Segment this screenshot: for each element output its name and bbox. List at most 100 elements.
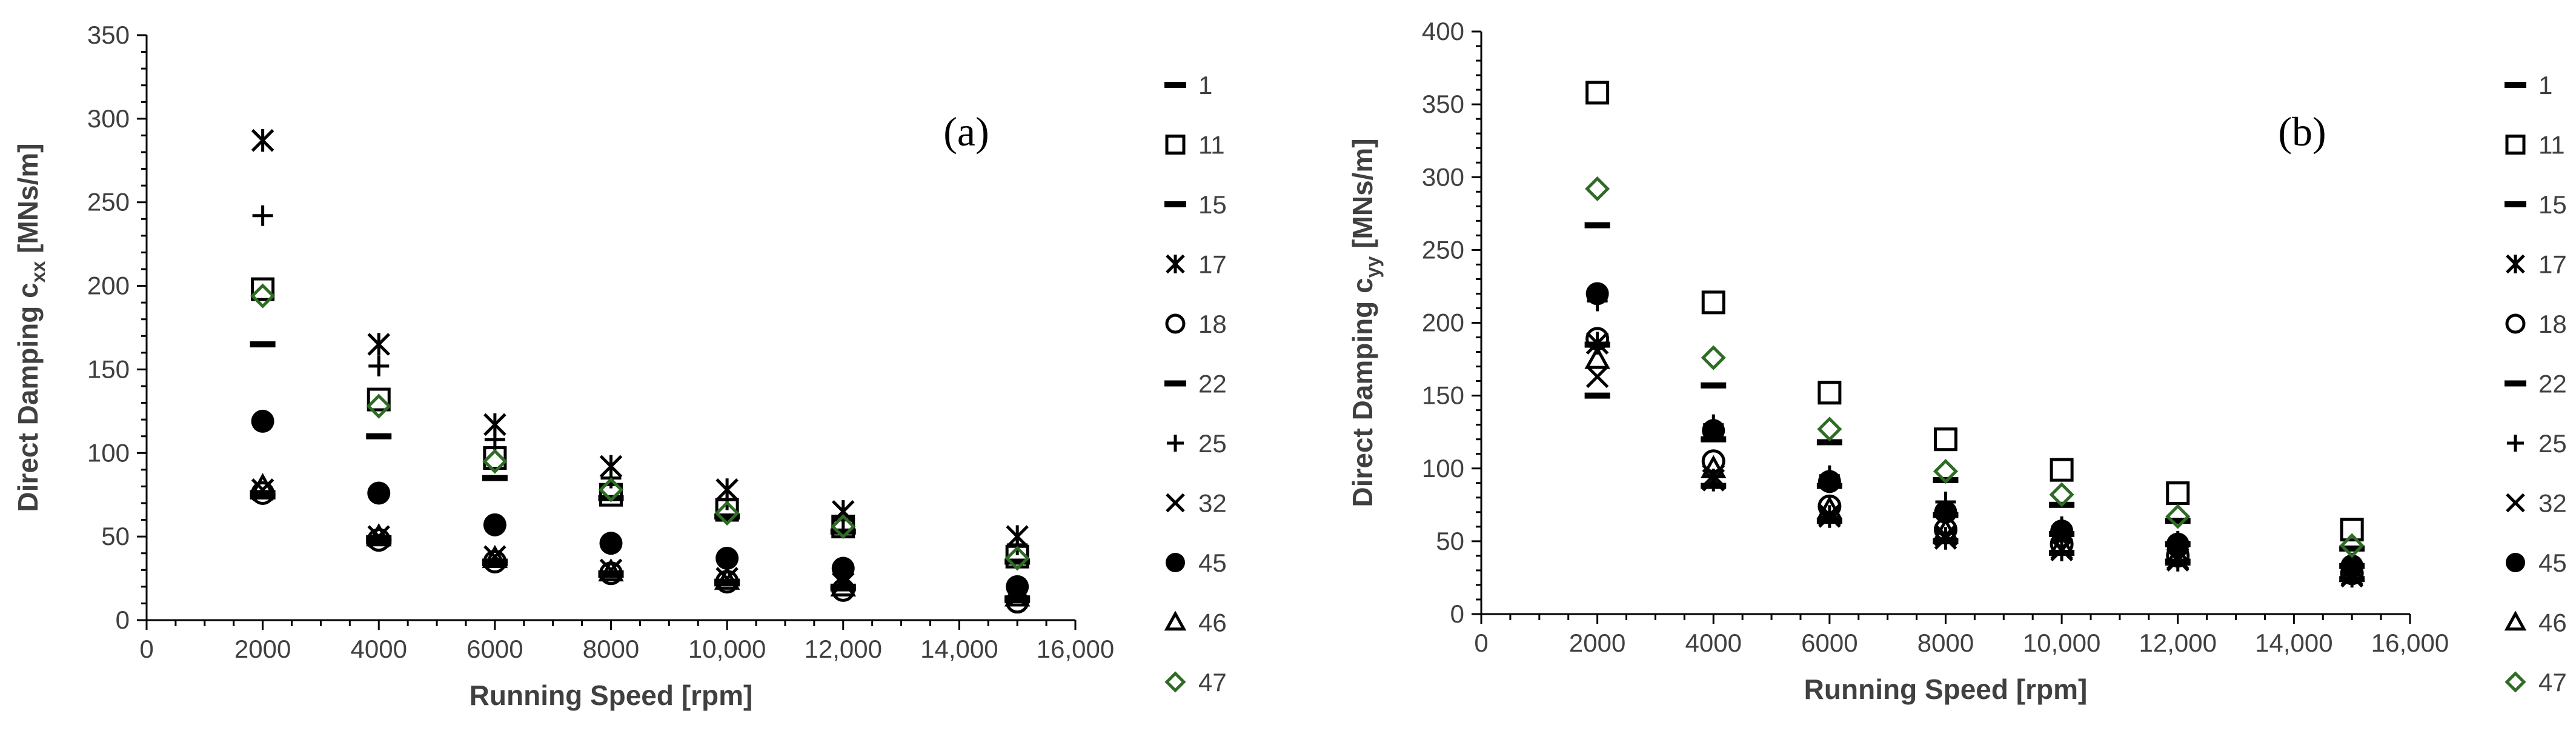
data-point xyxy=(367,481,391,505)
data-point xyxy=(1934,524,1957,547)
data-point xyxy=(1934,500,1957,524)
y-tick-label: 100 xyxy=(1422,454,1464,483)
data-point xyxy=(1817,416,1842,442)
series-17 xyxy=(251,129,1029,548)
legend-marker xyxy=(2505,380,2526,387)
legend-marker xyxy=(2505,671,2526,693)
series-15 xyxy=(1584,222,2365,552)
y-tick-label: 100 xyxy=(87,438,130,467)
x-tick-label: 14,000 xyxy=(920,635,998,663)
data-point xyxy=(2165,558,2191,565)
data-point xyxy=(1585,176,1610,202)
legend-marker xyxy=(1166,254,1185,274)
x-tick-label: 16,000 xyxy=(1037,635,1114,663)
data-point xyxy=(366,433,392,439)
data-point xyxy=(715,546,739,570)
data-point xyxy=(2339,558,2365,582)
y-tick-label: 50 xyxy=(101,522,130,550)
series-25 xyxy=(252,205,1028,555)
series-45 xyxy=(251,409,1029,598)
data-point xyxy=(1584,392,1610,399)
data-point xyxy=(1584,222,1610,229)
x-tick-label: 4000 xyxy=(351,635,407,663)
x-tick-label: 8000 xyxy=(583,635,639,663)
data-point xyxy=(714,580,740,587)
data-point xyxy=(250,473,276,496)
x-tick-label: 2000 xyxy=(234,635,291,663)
data-point xyxy=(2166,481,2190,506)
data-point xyxy=(368,355,390,376)
data-point xyxy=(1585,282,1609,306)
data-point xyxy=(2050,458,2074,482)
data-point xyxy=(1007,534,1028,555)
x-tick-label: 10,000 xyxy=(688,635,766,663)
y-tick-label: 200 xyxy=(1422,309,1464,337)
legend-marker xyxy=(2504,610,2527,631)
data-point xyxy=(830,528,856,535)
data-point xyxy=(366,538,392,545)
series-18 xyxy=(1585,327,2364,586)
y-tick-label: 0 xyxy=(1450,600,1464,628)
y-tick-label: 300 xyxy=(1422,162,1464,191)
legend-label: 32 xyxy=(2538,489,2567,518)
legend-marker xyxy=(1165,313,1186,334)
x-axis-title: Running Speed [rpm] xyxy=(470,680,753,711)
data-point xyxy=(2165,542,2191,566)
data-point xyxy=(714,566,740,590)
y-axis-title-unit: [MNs/m] xyxy=(12,143,44,261)
data-point xyxy=(1816,495,1843,519)
data-point xyxy=(1701,382,1727,389)
panel-label: (a) xyxy=(943,109,989,155)
x-tick-label: 12,000 xyxy=(2139,629,2217,657)
x-tick-label: 0 xyxy=(139,635,153,663)
legend-marker xyxy=(2506,254,2525,274)
data-point xyxy=(2048,532,2075,556)
x-tick-label: 0 xyxy=(1474,629,1488,657)
data-point xyxy=(250,493,276,499)
x-tick-label: 12,000 xyxy=(805,635,882,663)
y-tick-label: 250 xyxy=(1422,235,1464,264)
data-point xyxy=(599,532,623,555)
legend-label: 25 xyxy=(1198,429,1227,458)
data-point xyxy=(1585,81,1610,105)
legend-marker xyxy=(2506,493,2525,513)
y-tick-label: 200 xyxy=(87,272,130,300)
data-point xyxy=(1817,470,1841,493)
data-point xyxy=(831,556,855,580)
data-point xyxy=(598,477,624,503)
data-point xyxy=(830,585,856,592)
legend-label: 25 xyxy=(2538,429,2567,458)
data-point xyxy=(1004,583,1031,607)
x-tick-label: 8000 xyxy=(1917,629,1974,657)
legend-label: 11 xyxy=(1198,131,1225,159)
y-tick-label: 300 xyxy=(87,104,130,133)
series-22 xyxy=(250,493,1031,603)
data-point xyxy=(1702,419,1725,443)
legend-marker xyxy=(1164,201,1186,207)
data-point xyxy=(1933,517,1959,541)
data-point xyxy=(2165,504,2191,529)
y-axis-title-main: Direct Damping c xyxy=(1347,278,1378,507)
data-point xyxy=(1701,455,1727,478)
data-point xyxy=(1004,596,1031,603)
data-point xyxy=(2165,518,2191,524)
series-15 xyxy=(250,341,1031,565)
legend-marker xyxy=(2505,201,2526,207)
series-45 xyxy=(1585,282,2364,578)
legend-marker xyxy=(1164,610,1187,631)
legend-label: 17 xyxy=(1198,250,1227,279)
data-point xyxy=(598,572,624,578)
legend-label: 15 xyxy=(1198,190,1227,219)
data-point xyxy=(483,513,506,536)
data-point xyxy=(1701,449,1725,473)
data-point xyxy=(482,449,508,474)
y-axis-title: Direct Damping cyy [MNs/m] xyxy=(1347,138,1384,507)
data-point xyxy=(2339,545,2365,552)
data-point xyxy=(1933,538,1959,544)
legend-label: 1 xyxy=(2538,71,2552,99)
data-point xyxy=(714,513,740,520)
data-point xyxy=(2049,482,2074,507)
data-point xyxy=(367,333,391,356)
